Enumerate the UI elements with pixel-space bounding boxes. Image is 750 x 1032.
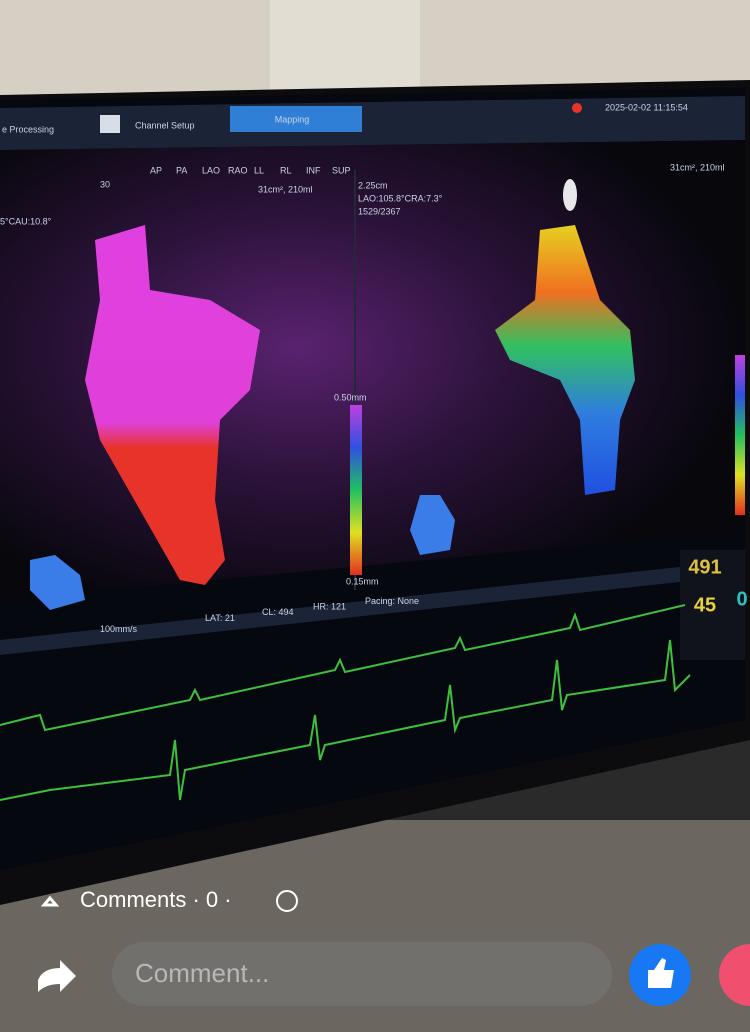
left-map — [85, 225, 260, 585]
view-button[interactable]: SUP — [332, 165, 351, 175]
view-button[interactable]: LL — [254, 165, 264, 175]
active-tab[interactable] — [230, 106, 362, 132]
comment-box[interactable] — [112, 942, 612, 1006]
ecg-trace — [0, 639, 691, 801]
comment-placeholder[interactable]: Comment... — [135, 958, 269, 988]
side-value: 0 — [736, 588, 747, 610]
status-bar — [0, 560, 745, 655]
view-button[interactable]: RAO — [228, 165, 248, 175]
ruler-label: 30 — [100, 179, 110, 189]
side-panel — [680, 550, 745, 660]
orientation-marker — [563, 179, 577, 211]
volume: 31cm², 210ml — [258, 184, 313, 194]
side-value: 491 — [688, 556, 721, 578]
status-item: CL: 494 — [262, 607, 294, 617]
collapse-icon[interactable] — [40, 895, 60, 907]
view-button[interactable]: PA — [176, 165, 187, 175]
status-item: LAT: 21 — [205, 613, 235, 623]
tab[interactable]: Mapping — [275, 114, 310, 124]
heart-icon — [30, 555, 85, 610]
heart-icon — [410, 495, 455, 555]
volume: 31cm², 210ml — [670, 162, 725, 172]
view-button[interactable]: RL — [280, 165, 292, 175]
view-button[interactable]: INF — [306, 165, 321, 175]
scale-min: 0.15mm — [346, 576, 379, 586]
side-value: 45 — [694, 594, 716, 616]
view-button[interactable]: LAO — [202, 165, 220, 175]
comments-label[interactable]: Comments · 0 · — [80, 887, 232, 912]
record-indicator — [572, 103, 582, 113]
tab-icon — [100, 115, 120, 133]
color-bar — [735, 355, 745, 515]
toolbar — [0, 96, 745, 150]
timestamp: 2025-02-02 11:15:54 — [605, 102, 688, 112]
angle: LAO:105.8°CRA:7.3° — [358, 193, 443, 203]
angle: 5°CAU:10.8° — [0, 216, 52, 226]
wall-panel — [270, 0, 420, 100]
ecg-trace — [0, 604, 686, 732]
globe-icon — [276, 890, 298, 912]
points: 1529/2367 — [358, 206, 401, 216]
view-button[interactable]: AP — [150, 165, 162, 175]
status-item: HR: 121 — [313, 602, 346, 612]
status-item: 100mm/s — [100, 624, 138, 634]
share-icon[interactable] — [38, 960, 76, 992]
status-item: Pacing: None — [365, 596, 419, 606]
tab[interactable]: e Processing — [2, 124, 54, 134]
scale-max: 0.50mm — [334, 392, 367, 402]
distance: 2.25cm — [358, 180, 388, 190]
tab[interactable]: Channel Setup — [135, 120, 195, 130]
right-map — [495, 225, 635, 495]
love-button[interactable] — [719, 944, 750, 1006]
color-bar — [350, 405, 362, 575]
like-icon — [648, 958, 674, 988]
